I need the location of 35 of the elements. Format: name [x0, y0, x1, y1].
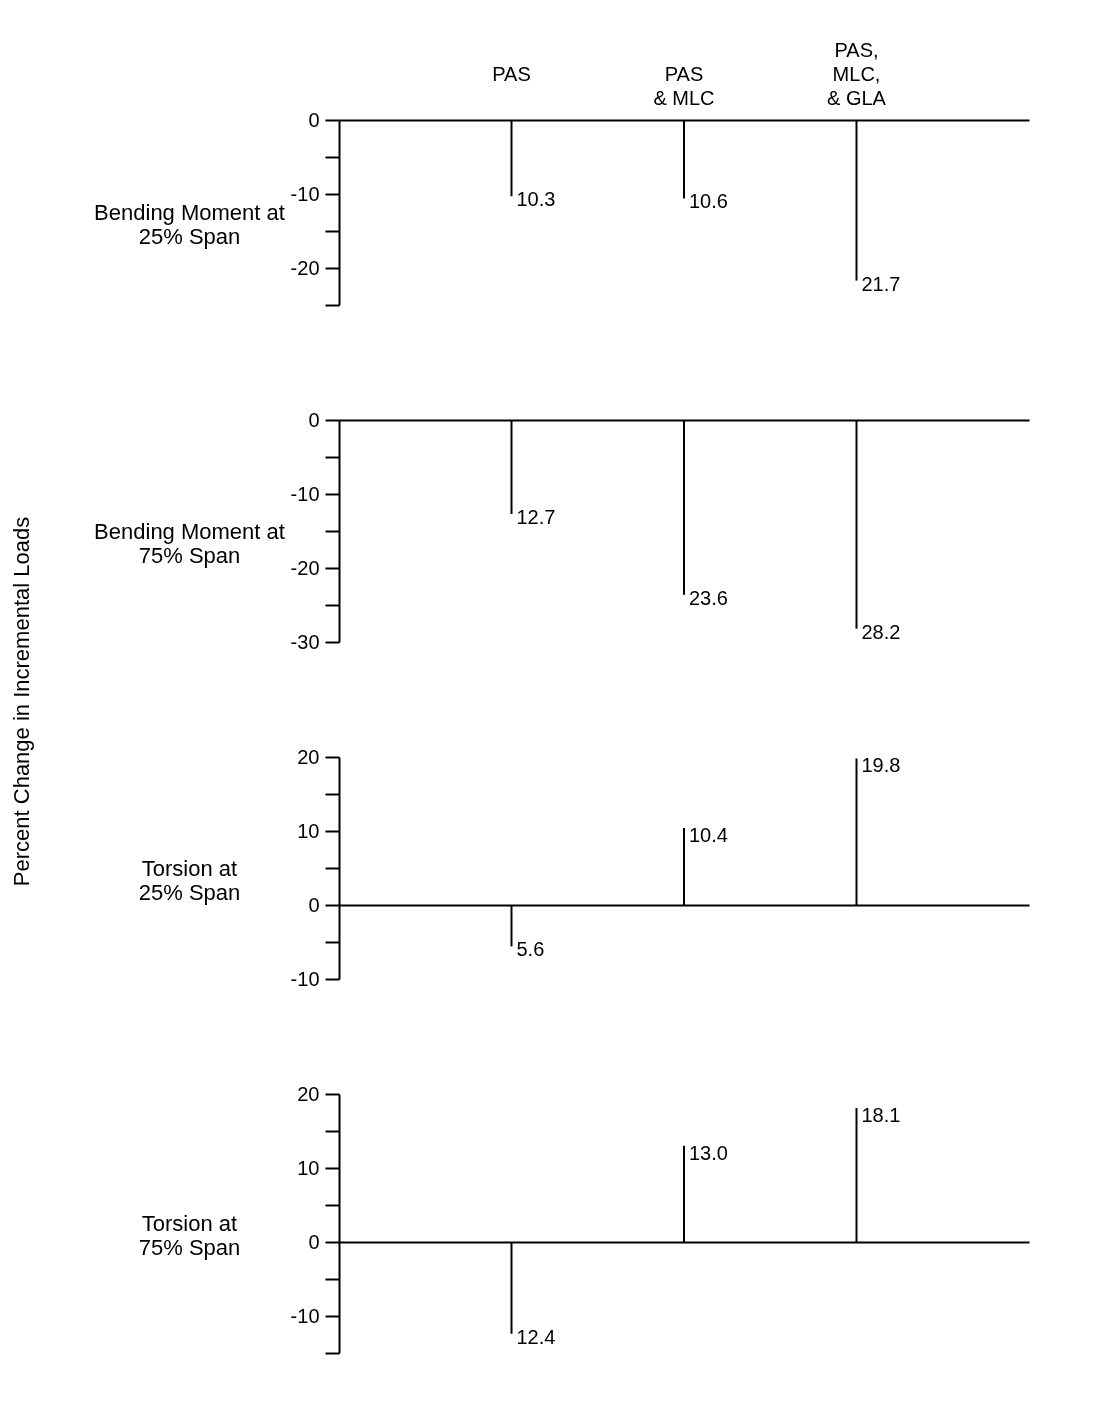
y-tick-label: -10 — [290, 482, 320, 505]
y-tick-label: -10 — [290, 1304, 320, 1327]
y-tick-label: -20 — [290, 256, 320, 279]
y-tick-label: 0 — [308, 408, 320, 431]
y-tick-label: 0 — [308, 893, 320, 916]
x-tick-label: PAS & MLC — [653, 62, 715, 109]
text: Percent Change in Incremental Loads — [8, 516, 34, 887]
x-tick-label: PAS, MLC, & GLA — [827, 38, 887, 109]
annotation: 12.7 — [516, 505, 556, 528]
y-tick-label: 10 — [297, 819, 320, 842]
annotation: 10.6 — [689, 190, 728, 213]
annotation: 18.1 — [861, 1104, 901, 1127]
annotation: 23.6 — [689, 586, 728, 609]
y-tick-label: 0 — [308, 1230, 320, 1253]
y-tick-label: 0 — [308, 108, 320, 131]
y-tick-label: -10 — [290, 182, 320, 205]
y-tick-label: 10 — [297, 1156, 320, 1179]
y-axis-title: Torsion at 25% Span — [138, 855, 241, 905]
annotation: 10.4 — [689, 824, 728, 847]
y-tick-label: -20 — [290, 556, 320, 579]
y-tick-label: 20 — [297, 1082, 320, 1105]
y-axis-title: Torsion at 75% Span — [138, 1211, 241, 1260]
annotation: 21.7 — [861, 272, 901, 295]
y-tick-label: -30 — [290, 630, 320, 653]
annotation: 5.6 — [516, 938, 545, 961]
y-axis-title: Bending Moment at 25% Span — [94, 200, 285, 249]
annotation: 19.8 — [861, 754, 901, 777]
y-tick-label: -10 — [290, 967, 320, 990]
annotation: 28.2 — [861, 620, 901, 643]
y-axis-title: Bending Moment at 75% Span — [94, 518, 285, 568]
annotation: 13.0 — [689, 1141, 728, 1164]
y-tick-label: 20 — [297, 745, 320, 768]
annotation: 10.3 — [516, 188, 556, 211]
x-tick-label: PAS — [492, 62, 531, 85]
annotation: 12.4 — [516, 1325, 556, 1348]
